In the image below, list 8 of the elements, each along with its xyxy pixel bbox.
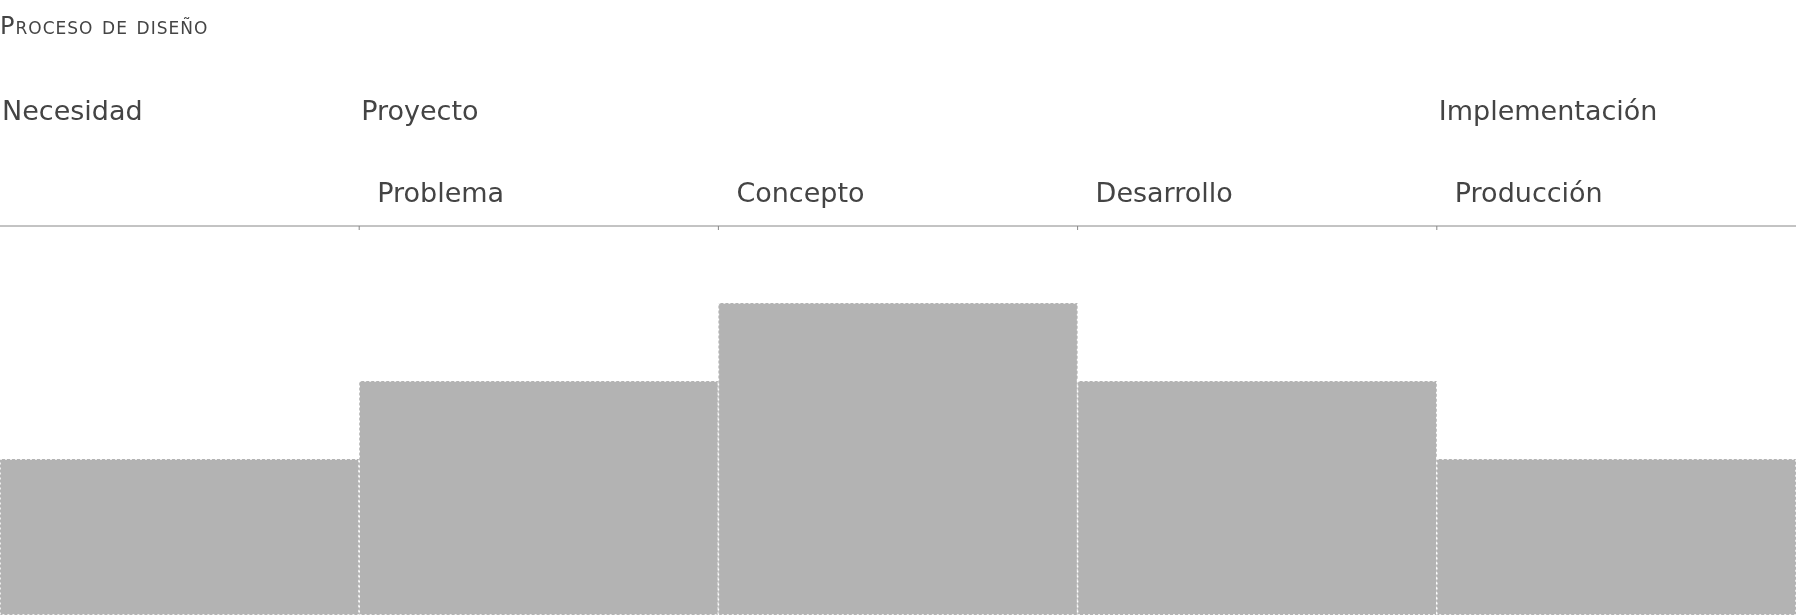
chart-title: Proceso de diseño <box>0 12 209 40</box>
x-tick-label: Concepto <box>736 177 865 208</box>
x-tick-label: Problema <box>377 177 505 208</box>
x-tick-label: Desarrollo <box>1095 177 1233 208</box>
x-tick-label: Producción <box>1454 177 1603 208</box>
text: Proyecto <box>361 95 479 126</box>
text: Necesidad <box>2 95 143 126</box>
text: Implementación <box>1438 95 1658 126</box>
